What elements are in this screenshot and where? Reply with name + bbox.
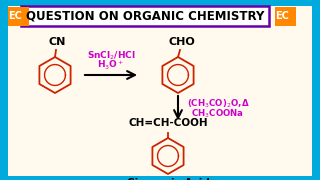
Text: CH$_3$COONa: CH$_3$COONa <box>191 108 244 120</box>
FancyBboxPatch shape <box>7 6 28 26</box>
Text: CHO: CHO <box>169 37 196 47</box>
Text: CN: CN <box>48 37 66 47</box>
Text: SnCl$_2$/HCl: SnCl$_2$/HCl <box>87 50 135 62</box>
Text: Cinnamic Acid: Cinnamic Acid <box>127 178 209 180</box>
Text: H$_3$O$^+$: H$_3$O$^+$ <box>97 59 125 72</box>
Text: (CH$_3$CO)$_2$O,Δ: (CH$_3$CO)$_2$O,Δ <box>187 98 249 110</box>
FancyBboxPatch shape <box>21 6 269 26</box>
FancyBboxPatch shape <box>8 6 312 176</box>
Text: EC: EC <box>8 11 22 21</box>
Text: EC: EC <box>275 11 289 21</box>
FancyBboxPatch shape <box>275 6 295 26</box>
Text: QUESTION ON ORGANIC CHEMISTRY: QUESTION ON ORGANIC CHEMISTRY <box>26 10 264 22</box>
Text: CH=CH-COOH: CH=CH-COOH <box>128 118 208 128</box>
